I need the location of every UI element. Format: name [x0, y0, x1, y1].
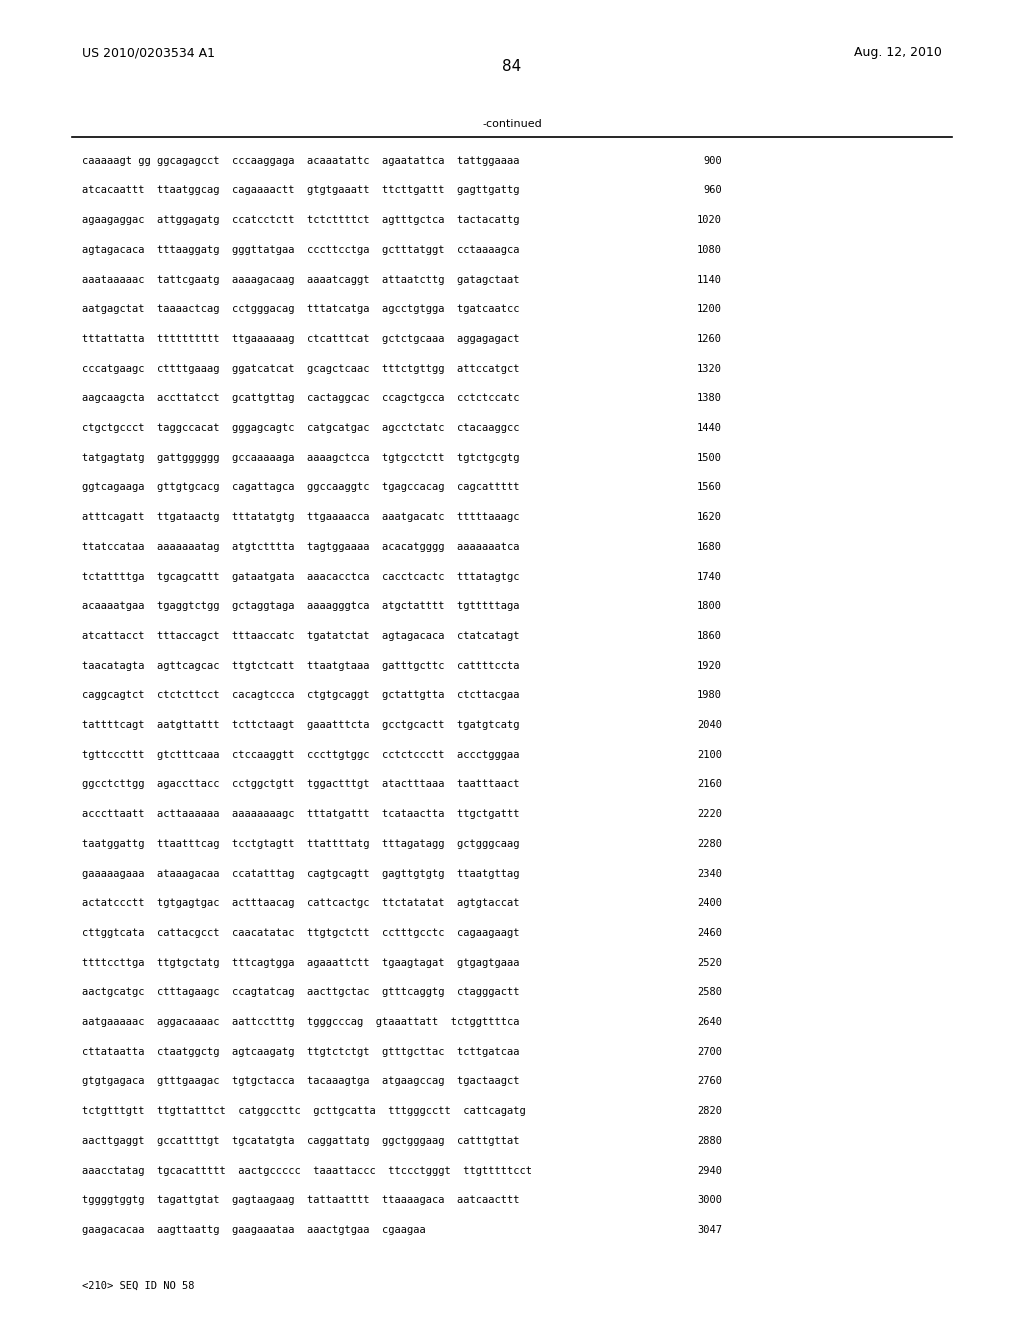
- Text: taacatagta  agttcagcac  ttgtctcatt  ttaatgtaaa  gatttgcttc  cattttccta: taacatagta agttcagcac ttgtctcatt ttaatgt…: [82, 660, 519, 671]
- Text: acaaaatgaa  tgaggtctgg  gctaggtaga  aaaagggtca  atgctatttt  tgtttttaga: acaaaatgaa tgaggtctgg gctaggtaga aaaaggg…: [82, 602, 519, 611]
- Text: 900: 900: [703, 156, 722, 166]
- Text: 2520: 2520: [697, 957, 722, 968]
- Text: 1200: 1200: [697, 304, 722, 314]
- Text: 84: 84: [503, 59, 521, 74]
- Text: atttcagatt  ttgataactg  tttatatgtg  ttgaaaacca  aaatgacatc  tttttaaagc: atttcagatt ttgataactg tttatatgtg ttgaaaa…: [82, 512, 519, 523]
- Text: aatgagctat  taaaactcag  cctgggacag  tttatcatga  agcctgtgga  tgatcaatcc: aatgagctat taaaactcag cctgggacag tttatca…: [82, 304, 519, 314]
- Text: actatccctt  tgtgagtgac  actttaacag  cattcactgc  ttctatatat  agtgtaccat: actatccctt tgtgagtgac actttaacag cattcac…: [82, 898, 519, 908]
- Text: 3047: 3047: [697, 1225, 722, 1236]
- Text: 1620: 1620: [697, 512, 722, 523]
- Text: 2940: 2940: [697, 1166, 722, 1176]
- Text: tgttcccttt  gtctttcaaa  ctccaaggtt  cccttgtggc  cctctccctt  accctgggaa: tgttcccttt gtctttcaaa ctccaaggtt cccttgt…: [82, 750, 519, 760]
- Text: tctattttga  tgcagcattt  gataatgata  aaacacctca  cacctcactc  tttatagtgc: tctattttga tgcagcattt gataatgata aaacacc…: [82, 572, 519, 582]
- Text: aaacctatag  tgcacattttt  aactgccccc  taaattaccc  ttccctgggt  ttgtttttcct: aaacctatag tgcacattttt aactgccccc taaatt…: [82, 1166, 531, 1176]
- Text: atcacaattt  ttaatggcag  cagaaaactt  gtgtgaaatt  ttcttgattt  gagttgattg: atcacaattt ttaatggcag cagaaaactt gtgtgaa…: [82, 186, 519, 195]
- Text: caggcagtct  ctctcttcct  cacagtccca  ctgtgcaggt  gctattgtta  ctcttacgaa: caggcagtct ctctcttcct cacagtccca ctgtgca…: [82, 690, 519, 701]
- Text: gaaaaagaaa  ataaagacaa  ccatatttag  cagtgcagtt  gagttgtgtg  ttaatgttag: gaaaaagaaa ataaagacaa ccatatttag cagtgca…: [82, 869, 519, 879]
- Text: 2880: 2880: [697, 1135, 722, 1146]
- Text: aatgaaaaac  aggacaaaac  aattcctttg  tgggcccag  gtaaattatt  tctggttttca: aatgaaaaac aggacaaaac aattcctttg tgggccc…: [82, 1016, 519, 1027]
- Text: ttttccttga  ttgtgctatg  tttcagtgga  agaaattctt  tgaagtagat  gtgagtgaaa: ttttccttga ttgtgctatg tttcagtgga agaaatt…: [82, 957, 519, 968]
- Text: 2340: 2340: [697, 869, 722, 879]
- Text: ggcctcttgg  agaccttacc  cctggctgtt  tggactttgt  atactttaaa  taatttaact: ggcctcttgg agaccttacc cctggctgtt tggactt…: [82, 779, 519, 789]
- Text: aacttgaggt  gccattttgt  tgcatatgta  caggattatg  ggctgggaag  catttgttat: aacttgaggt gccattttgt tgcatatgta caggatt…: [82, 1135, 519, 1146]
- Text: taatggattg  ttaatttcag  tcctgtagtt  ttattttatg  tttagatagg  gctgggcaag: taatggattg ttaatttcag tcctgtagtt ttatttt…: [82, 840, 519, 849]
- Text: 2760: 2760: [697, 1077, 722, 1086]
- Text: acccttaatt  acttaaaaaa  aaaaaaaagc  tttatgattt  tcataactta  ttgctgattt: acccttaatt acttaaaaaa aaaaaaaagc tttatga…: [82, 809, 519, 820]
- Text: 1500: 1500: [697, 453, 722, 463]
- Text: 1140: 1140: [697, 275, 722, 285]
- Text: 1380: 1380: [697, 393, 722, 404]
- Text: 2280: 2280: [697, 840, 722, 849]
- Text: 1020: 1020: [697, 215, 722, 226]
- Text: gaagacacaa  aagttaattg  gaagaaataa  aaactgtgaa  cgaagaa: gaagacacaa aagttaattg gaagaaataa aaactgt…: [82, 1225, 426, 1236]
- Text: 2700: 2700: [697, 1047, 722, 1057]
- Text: aaataaaaac  tattcgaatg  aaaagacaag  aaaatcaggt  attaatcttg  gatagctaat: aaataaaaac tattcgaatg aaaagacaag aaaatca…: [82, 275, 519, 285]
- Text: tggggtggtg  tagattgtat  gagtaagaag  tattaatttt  ttaaaagaca  aatcaacttt: tggggtggtg tagattgtat gagtaagaag tattaat…: [82, 1196, 519, 1205]
- Text: cttataatta  ctaatggctg  agtcaagatg  ttgtctctgt  gtttgcttac  tcttgatcaa: cttataatta ctaatggctg agtcaagatg ttgtctc…: [82, 1047, 519, 1057]
- Text: Aug. 12, 2010: Aug. 12, 2010: [854, 46, 942, 59]
- Text: ttatccataa  aaaaaaatag  atgtctttta  tagtggaaaa  acacatgggg  aaaaaaatca: ttatccataa aaaaaaatag atgtctttta tagtgga…: [82, 541, 519, 552]
- Text: 2100: 2100: [697, 750, 722, 760]
- Text: ctgctgccct  taggccacat  gggagcagtc  catgcatgac  agcctctatc  ctacaaggcc: ctgctgccct taggccacat gggagcagtc catgcat…: [82, 422, 519, 433]
- Text: 2400: 2400: [697, 898, 722, 908]
- Text: 2220: 2220: [697, 809, 722, 820]
- Text: aagcaagcta  accttatcct  gcattgttag  cactaggcac  ccagctgcca  cctctccatc: aagcaagcta accttatcct gcattgttag cactagg…: [82, 393, 519, 404]
- Text: -continued: -continued: [482, 119, 542, 129]
- Text: gtgtgagaca  gtttgaagac  tgtgctacca  tacaaagtga  atgaagccag  tgactaagct: gtgtgagaca gtttgaagac tgtgctacca tacaaag…: [82, 1077, 519, 1086]
- Text: caaaaagt gg ggcagagcct  cccaaggaga  acaaatattc  agaatattca  tattggaaaa: caaaaagt gg ggcagagcct cccaaggaga acaaat…: [82, 156, 519, 166]
- Text: agaagaggac  attggagatg  ccatcctctt  tctcttttct  agtttgctca  tactacattg: agaagaggac attggagatg ccatcctctt tctcttt…: [82, 215, 519, 226]
- Text: 1860: 1860: [697, 631, 722, 642]
- Text: 2040: 2040: [697, 721, 722, 730]
- Text: aactgcatgc  ctttagaagc  ccagtatcag  aacttgctac  gtttcaggtg  ctagggactt: aactgcatgc ctttagaagc ccagtatcag aacttgc…: [82, 987, 519, 998]
- Text: 1680: 1680: [697, 541, 722, 552]
- Text: <210> SEQ ID NO 58: <210> SEQ ID NO 58: [82, 1280, 195, 1291]
- Text: 1980: 1980: [697, 690, 722, 701]
- Text: 2640: 2640: [697, 1016, 722, 1027]
- Text: 1560: 1560: [697, 482, 722, 492]
- Text: tatgagtatg  gattgggggg  gccaaaaaga  aaaagctcca  tgtgcctctt  tgtctgcgtg: tatgagtatg gattgggggg gccaaaaaga aaaagct…: [82, 453, 519, 463]
- Text: 1320: 1320: [697, 363, 722, 374]
- Text: 1260: 1260: [697, 334, 722, 345]
- Text: agtagacaca  tttaaggatg  gggttatgaa  cccttcctga  gctttatggt  cctaaaagca: agtagacaca tttaaggatg gggttatgaa cccttcc…: [82, 244, 519, 255]
- Text: ggtcagaaga  gttgtgcacg  cagattagca  ggccaaggtc  tgagccacag  cagcattttt: ggtcagaaga gttgtgcacg cagattagca ggccaag…: [82, 482, 519, 492]
- Text: cttggtcata  cattacgcct  caacatatac  ttgtgctctt  cctttgcctc  cagaagaagt: cttggtcata cattacgcct caacatatac ttgtgct…: [82, 928, 519, 939]
- Text: cccatgaagc  cttttgaaag  ggatcatcat  gcagctcaac  tttctgttgg  attccatgct: cccatgaagc cttttgaaag ggatcatcat gcagctc…: [82, 363, 519, 374]
- Text: 1080: 1080: [697, 244, 722, 255]
- Text: 3000: 3000: [697, 1196, 722, 1205]
- Text: 2820: 2820: [697, 1106, 722, 1117]
- Text: atcattacct  tttaccagct  tttaaccatc  tgatatctat  agtagacaca  ctatcatagt: atcattacct tttaccagct tttaaccatc tgatatc…: [82, 631, 519, 642]
- Text: 2160: 2160: [697, 779, 722, 789]
- Text: tttattatta  tttttttttt  ttgaaaaaag  ctcatttcat  gctctgcaaa  aggagagact: tttattatta tttttttttt ttgaaaaaag ctcattt…: [82, 334, 519, 345]
- Text: 1740: 1740: [697, 572, 722, 582]
- Text: 1920: 1920: [697, 660, 722, 671]
- Text: 2460: 2460: [697, 928, 722, 939]
- Text: 2580: 2580: [697, 987, 722, 998]
- Text: tattttcagt  aatgttattt  tcttctaagt  gaaatttcta  gcctgcactt  tgatgtcatg: tattttcagt aatgttattt tcttctaagt gaaattt…: [82, 721, 519, 730]
- Text: 960: 960: [703, 186, 722, 195]
- Text: tctgtttgtt  ttgttatttct  catggccttc  gcttgcatta  tttgggcctt  cattcagatg: tctgtttgtt ttgttatttct catggccttc gcttgc…: [82, 1106, 525, 1117]
- Text: US 2010/0203534 A1: US 2010/0203534 A1: [82, 46, 215, 59]
- Text: 1440: 1440: [697, 422, 722, 433]
- Text: 1800: 1800: [697, 602, 722, 611]
